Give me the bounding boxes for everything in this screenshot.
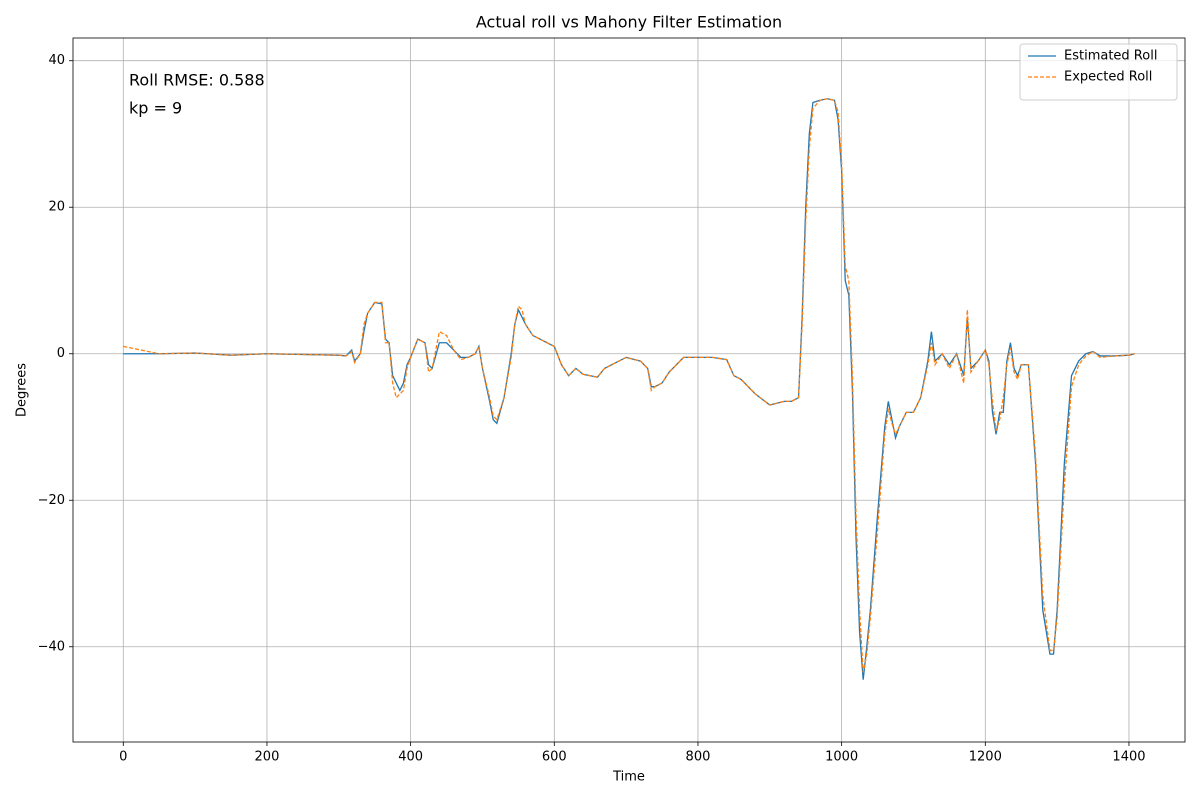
y-tick-label: 20 [48,200,65,215]
chart-title: Actual roll vs Mahony Filter Estimation [476,13,782,32]
x-tick-label: 1000 [825,750,858,765]
x-tick-label: 0 [119,750,127,765]
y-tick-label: 0 [57,346,65,361]
x-tick-label: 1200 [969,750,1002,765]
x-tick-label: 400 [398,750,423,765]
annotation: Roll RMSE: 0.588 [129,71,265,90]
y-tick-label: −40 [38,639,65,654]
x-tick-label: 1400 [1112,750,1145,765]
y-tick-label: −20 [38,493,65,508]
x-tick-label: 800 [686,750,711,765]
legend-box [1019,43,1178,101]
y-tick-label: 40 [48,53,65,68]
x-tick-label: 200 [255,750,280,765]
data-line [123,98,1135,673]
y-axis-label: Degrees [15,363,30,417]
x-tick-label: 600 [542,750,567,765]
legend-label: Expected Roll [1064,70,1152,85]
x-axis-label: Time [612,770,645,785]
data-line [123,98,1135,680]
plot-frame [72,37,1186,743]
annotation: kp = 9 [129,99,182,118]
legend-label: Estimated Roll [1064,49,1157,64]
